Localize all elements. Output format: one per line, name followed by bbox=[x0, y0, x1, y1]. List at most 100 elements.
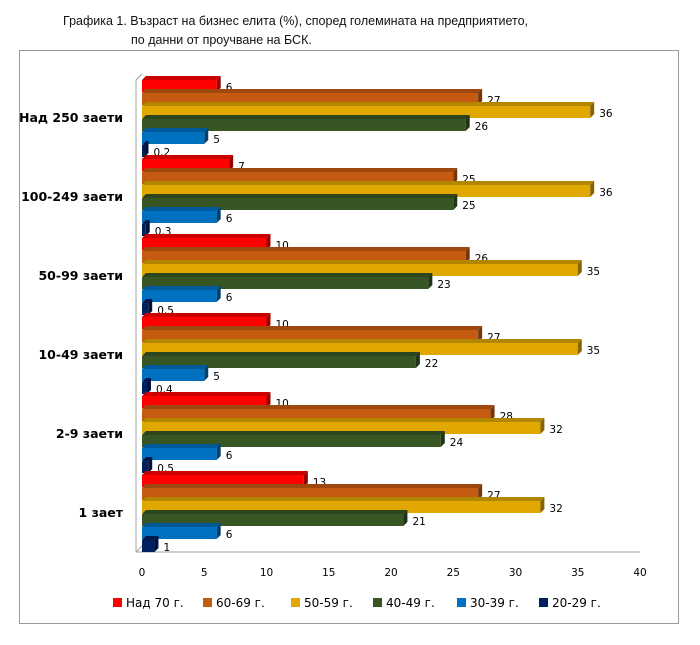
bar-top bbox=[142, 89, 483, 93]
bar-top bbox=[142, 471, 308, 475]
bar-side bbox=[415, 352, 420, 368]
bar-top bbox=[142, 168, 458, 172]
bar-top bbox=[142, 115, 470, 119]
bar-top bbox=[142, 207, 221, 211]
bar-side bbox=[478, 89, 483, 105]
title-line-1: Графика 1. Възраст на бизнес елита (%), … bbox=[63, 14, 529, 28]
bar bbox=[142, 382, 147, 394]
category-label: 10-49 заети bbox=[38, 347, 123, 362]
bar-side bbox=[540, 497, 545, 513]
bar-top bbox=[142, 181, 595, 185]
data-label: 6 bbox=[226, 292, 233, 304]
data-label: 35 bbox=[587, 345, 600, 357]
bar bbox=[142, 448, 217, 460]
bar-side bbox=[216, 76, 221, 92]
bar-side bbox=[216, 207, 221, 223]
category-label: 100-249 заети bbox=[21, 189, 123, 204]
bar-side bbox=[478, 326, 483, 342]
bar-top bbox=[142, 234, 271, 238]
data-label: 32 bbox=[549, 503, 562, 515]
bar-side bbox=[577, 339, 582, 355]
legend-label: 60-69 г. bbox=[216, 596, 265, 610]
bar-top bbox=[142, 536, 159, 540]
data-label: 1 bbox=[163, 542, 170, 554]
bar-top bbox=[142, 76, 221, 80]
bar-top bbox=[142, 523, 221, 527]
legend-label: 50-59 г. bbox=[304, 596, 353, 610]
x-tick-label: 35 bbox=[571, 567, 584, 579]
bar-side bbox=[577, 260, 582, 276]
bar-top bbox=[142, 273, 433, 277]
bar bbox=[142, 303, 149, 315]
legend-swatch bbox=[291, 598, 300, 607]
bar bbox=[142, 290, 217, 302]
bar-top bbox=[142, 128, 209, 132]
data-label: 36 bbox=[599, 187, 613, 199]
bar-side bbox=[216, 286, 221, 302]
bar bbox=[142, 369, 205, 381]
bar-side bbox=[146, 378, 151, 394]
bar-top bbox=[142, 484, 483, 488]
bar-top bbox=[142, 194, 458, 198]
title-line-2: по данни от проучване на БСК. bbox=[131, 33, 312, 47]
bar-top bbox=[142, 510, 408, 514]
bar-side bbox=[465, 247, 470, 263]
category-label: 1 зает bbox=[79, 505, 124, 520]
chart-title: Графика 1. Възраст на бизнес елита (%), … bbox=[63, 12, 528, 50]
bar-side bbox=[229, 155, 234, 171]
legend-label: 30-39 г. bbox=[470, 596, 519, 610]
bar-side bbox=[490, 405, 495, 421]
bar bbox=[142, 119, 466, 131]
x-tick-label: 10 bbox=[260, 567, 273, 579]
bar bbox=[142, 211, 217, 223]
legend-swatch bbox=[457, 598, 466, 607]
legend-label: Над 70 г. bbox=[126, 596, 184, 610]
bar-side bbox=[148, 299, 153, 315]
bar-top bbox=[142, 286, 221, 290]
bar-side bbox=[204, 365, 209, 381]
bar-side bbox=[540, 418, 545, 434]
legend-label: 20-29 г. bbox=[552, 596, 601, 610]
bar-side bbox=[144, 141, 149, 157]
chart-frame bbox=[19, 50, 679, 624]
bar-side bbox=[216, 444, 221, 460]
data-label: 22 bbox=[425, 358, 438, 370]
legend-swatch bbox=[203, 598, 212, 607]
bar-top bbox=[142, 365, 209, 369]
legend-swatch bbox=[539, 598, 548, 607]
bar-side bbox=[478, 484, 483, 500]
data-label: 26 bbox=[475, 121, 489, 133]
bar-top bbox=[142, 141, 149, 145]
bar-side bbox=[428, 273, 433, 289]
data-label: 6 bbox=[226, 529, 233, 541]
bar bbox=[142, 461, 149, 473]
x-tick-label: 5 bbox=[201, 567, 208, 579]
bar-top bbox=[142, 418, 545, 422]
x-tick-label: 30 bbox=[509, 567, 522, 579]
bar-top bbox=[142, 102, 595, 106]
x-axis-line bbox=[135, 545, 640, 553]
legend-swatch bbox=[113, 598, 122, 607]
x-tick-label: 15 bbox=[322, 567, 335, 579]
bar-side bbox=[148, 457, 153, 473]
bar bbox=[142, 224, 146, 236]
bar-top bbox=[142, 339, 582, 343]
data-label: 6 bbox=[226, 213, 233, 225]
bar-side bbox=[145, 220, 150, 236]
bar-top bbox=[142, 299, 153, 303]
legend-swatch bbox=[373, 598, 382, 607]
bar-side bbox=[440, 431, 445, 447]
data-label: 35 bbox=[587, 266, 600, 278]
bar-side bbox=[303, 471, 308, 487]
bar-side bbox=[453, 168, 458, 184]
bar-side bbox=[216, 523, 221, 539]
bar-top bbox=[142, 352, 420, 356]
bar-top bbox=[142, 392, 271, 396]
bar-top bbox=[142, 457, 153, 461]
bar-top bbox=[142, 247, 470, 251]
data-label: 32 bbox=[549, 424, 562, 436]
bar-side bbox=[154, 536, 159, 552]
data-label: 24 bbox=[450, 437, 464, 449]
data-label: 36 bbox=[599, 108, 613, 120]
data-label: 6 bbox=[226, 450, 233, 462]
